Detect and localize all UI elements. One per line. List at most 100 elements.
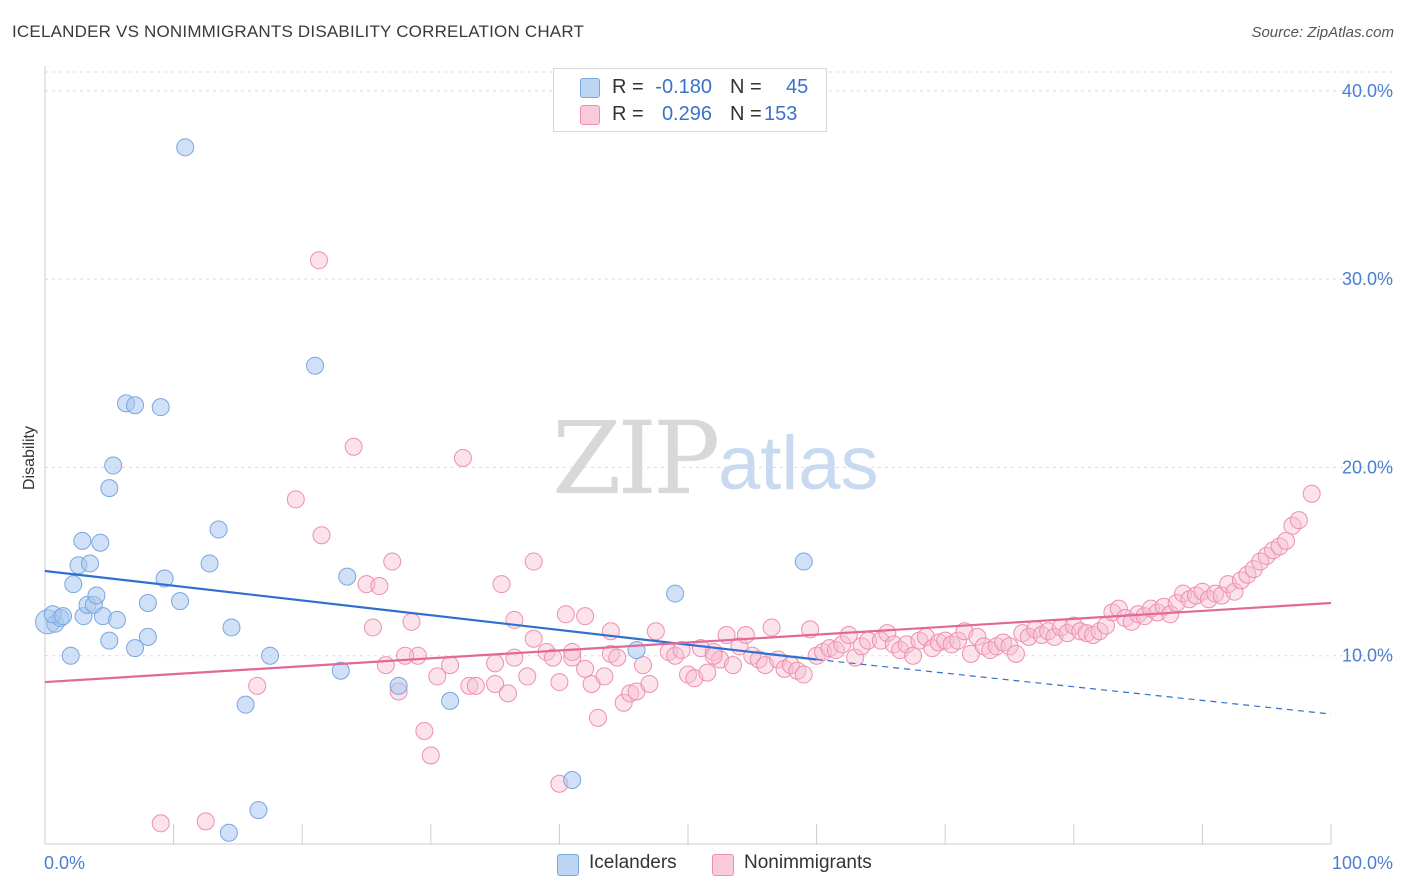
icelander-point <box>126 396 145 415</box>
nonimmigrant-point <box>576 659 595 678</box>
nonimmigrant-point <box>1276 531 1295 550</box>
icelander-point <box>126 639 145 658</box>
legend-label-nonimmigrants: Nonimmigrants <box>744 852 872 873</box>
icelander-point <box>666 584 685 603</box>
icelander-point <box>61 646 80 665</box>
nonimmigrant-point <box>762 618 781 637</box>
legend-swatch-nonimmigrants <box>580 105 600 125</box>
icelander-point <box>627 641 646 660</box>
nonimmigrant-point <box>833 635 852 654</box>
icelander-point <box>73 531 92 550</box>
icelander-point <box>222 618 241 637</box>
legend-swatch-icelanders <box>580 78 600 98</box>
legend-n-value: 45 <box>786 76 809 98</box>
nonimmigrant-point <box>421 746 440 765</box>
legend-n-label: N = <box>730 76 762 98</box>
legend-row-nonimmigrants: R = 0.296 N = 153 <box>554 101 826 127</box>
nonimmigrant-point <box>402 612 421 631</box>
icelander-point <box>794 552 813 571</box>
nonimmigrant-point <box>460 676 479 695</box>
y-tick-label: 40.0% <box>1342 81 1393 101</box>
icelander-point <box>219 823 238 842</box>
nonimmigrant-point <box>441 656 460 675</box>
axes <box>44 66 1332 845</box>
icelander-point <box>138 627 157 646</box>
nonimmigrant-point <box>576 607 595 626</box>
legend-n-value: 153 <box>764 103 798 125</box>
nonimmigrant-point <box>595 667 614 686</box>
nonimmigrant-point <box>1244 560 1263 579</box>
icelander-point <box>104 456 123 475</box>
icelander-point <box>100 479 119 498</box>
nonimmigrant-point <box>370 577 389 596</box>
nonimmigrant-point <box>588 708 607 727</box>
y-tick-label: 20.0% <box>1342 457 1393 477</box>
nonimmigrant-point <box>428 667 447 686</box>
nonimmigrant-point <box>736 625 755 644</box>
nonimmigrant-point <box>846 648 865 667</box>
gridlines <box>45 71 1395 657</box>
legend-n-label: N = <box>730 103 762 125</box>
trend-lines <box>44 569 1332 715</box>
nonimmigrant-point <box>196 812 215 831</box>
icelander-point <box>563 770 582 789</box>
watermark-zip: ZIP <box>552 400 720 517</box>
icelander-point <box>209 520 228 539</box>
series-legend: Icelanders Nonimmigrants <box>0 852 1406 878</box>
nonimmigrant-point <box>518 667 537 686</box>
legend-r-value: -0.180 <box>655 76 712 98</box>
nonimmigrant-point <box>1302 484 1321 503</box>
x-tick-label: 100.0% <box>1332 853 1393 873</box>
nonimmigrant-trend-line <box>44 601 1332 684</box>
nonimmigrant-point <box>1000 637 1019 656</box>
icelander-point <box>331 661 350 680</box>
nonimmigrant-point <box>1225 582 1244 601</box>
nonimmigrant-point <box>640 674 659 693</box>
nonimmigrant-point <box>309 251 328 270</box>
nonimmigrant-point <box>621 684 640 703</box>
nonimmigrant-point <box>312 526 331 545</box>
nonimmigrant-point <box>704 646 723 665</box>
legend-swatch-nonimmigrants <box>712 854 734 876</box>
legend-r-label: R = <box>612 76 644 98</box>
icelander-point <box>138 593 157 612</box>
icelander-point <box>171 592 190 611</box>
nonimmigrant-point <box>608 648 627 667</box>
nonimmigrant-point <box>968 627 987 646</box>
chart-title: ICELANDER VS NONIMMIGRANTS DISABILITY CO… <box>12 22 585 41</box>
legend-swatch-icelanders <box>557 854 579 876</box>
nonimmigrant-point <box>563 642 582 661</box>
legend-r-label: R = <box>612 103 644 125</box>
legend-label-icelanders: Icelanders <box>589 852 677 873</box>
icelander-trend-extension <box>816 658 1332 715</box>
nonimmigrant-point <box>486 674 505 693</box>
nonimmigrant-point <box>904 646 923 665</box>
nonimmigrant-point <box>498 684 517 703</box>
nonimmigrant-point <box>1006 644 1025 663</box>
icelander-point <box>306 356 325 375</box>
watermark-atlas: atlas <box>718 421 879 506</box>
icelander-point <box>87 586 106 605</box>
icelander-point <box>338 567 357 586</box>
legend-r-value: 0.296 <box>661 103 712 125</box>
nonimmigrant-point <box>633 656 652 675</box>
nonimmigrant-point <box>672 641 691 660</box>
icelander-point <box>64 575 83 594</box>
icelander-trend-line <box>44 569 817 661</box>
icelander-point <box>155 569 174 588</box>
nonimmigrant-point <box>646 622 665 641</box>
nonimmigrant-point <box>543 648 562 667</box>
y-tick-label: 30.0% <box>1342 269 1393 289</box>
nonimmigrant-point <box>363 618 382 637</box>
icelander-point <box>54 607 73 626</box>
nonimmigrant-point <box>524 629 543 648</box>
icelander-point <box>151 398 170 417</box>
nonimmigrant-point <box>1206 584 1225 603</box>
tick-labels: 10.0% 20.0% 30.0% 40.0% 0.0% 100.0% Disability <box>21 81 1393 873</box>
legend-row-icelanders: R = -0.180 N = 45 <box>554 74 826 100</box>
nonimmigrant-point <box>839 625 858 644</box>
icelander-point <box>441 691 460 710</box>
nonimmigrant-point <box>383 552 402 571</box>
points <box>35 138 1321 842</box>
